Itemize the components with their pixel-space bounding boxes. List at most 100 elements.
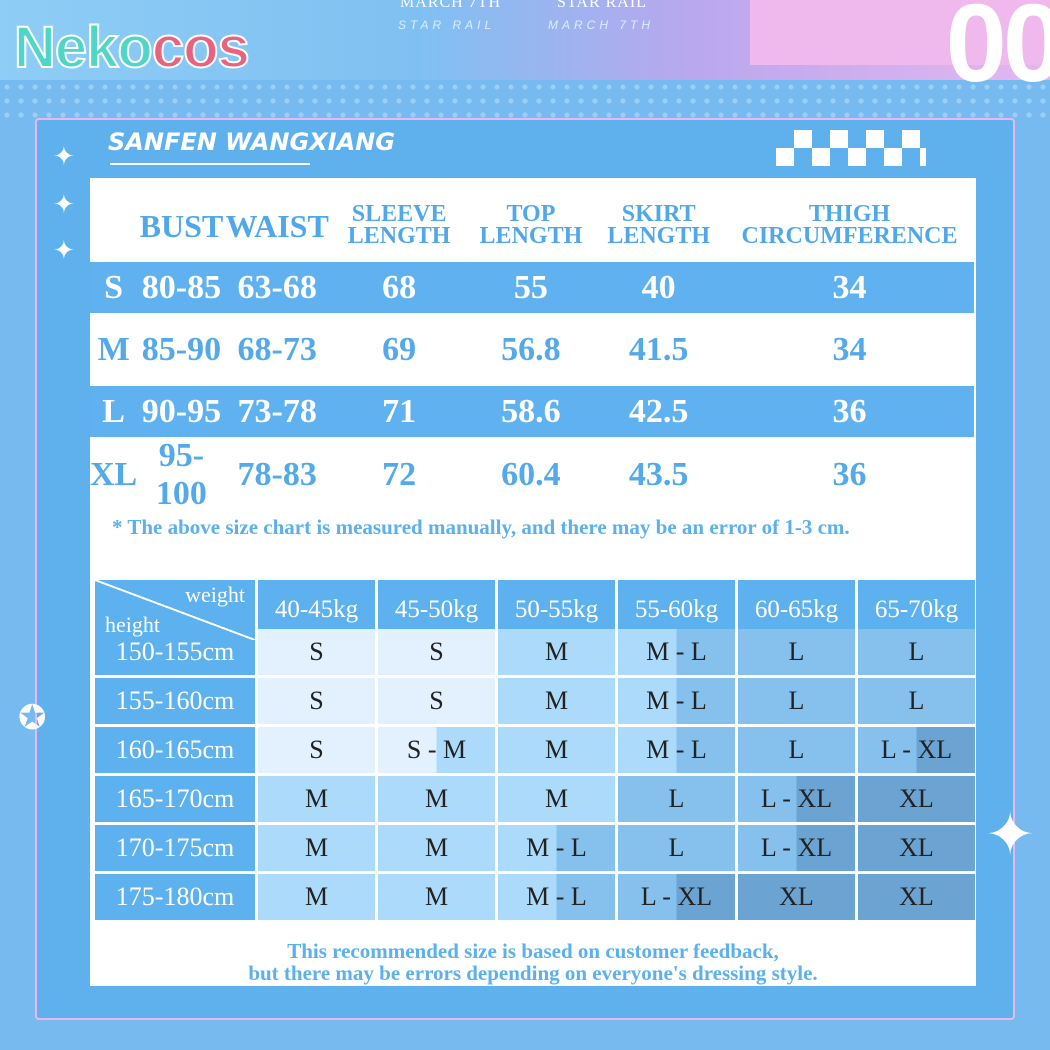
size-cell: L [738,727,855,773]
size-row: M 85-90 68-73 69 56.8 41.5 34 [90,313,974,386]
size-row: S 80-85 63-68 68 55 40 34 [90,262,974,313]
measurement-cell: 68 [328,262,470,313]
panel-title: SANFEN WANGXIANG [108,128,395,156]
column-header: THIGH CIRCUMFERENCE [741,201,958,249]
size-cell: S [258,678,375,724]
measurement-cell: 72 [382,456,417,493]
measurement-cell: 43.5 [628,456,689,493]
footer-line-2: but there may be errors depending on eve… [248,961,818,985]
measurement-cell: 34 [832,330,867,368]
size-cell: M [498,776,615,822]
column-header: SLEEVE LENGTH [347,201,451,249]
sparkle-icon: ✦ [985,802,1036,868]
title-underline [110,163,310,165]
size-cell: L [738,678,855,724]
size-cell: XL [738,874,855,920]
size-cell: L [858,678,975,724]
banner-subtitle-left: MARCH 7TH [400,0,502,11]
measurement-cell: 69 [382,330,417,368]
measurement-cell: 78-83 [237,456,317,493]
nekocos-logo: Nekocos [13,14,251,81]
measurement-cell: 56.8 [501,330,561,368]
recommendation-table: weight height 40-45kg 45-50kg 50-55kg 55-60… [95,580,975,920]
measurement-cell: 95-100 [155,437,207,512]
size-cell: M [258,874,375,920]
size-cell: XL [858,776,975,822]
size-cell: XL [858,874,975,920]
corner-header: weight height [95,580,255,640]
top-banner: 00 MARCH 7TH STAR RAIL STAR RAIL MARCH 7… [0,0,1050,105]
measurement-cell: 36 [725,386,974,437]
size-cell: L - XL [618,874,735,920]
dot-pattern [0,80,1050,120]
measurement-table: BUST WAIST SLEEVE LENGTH TOP LENGTH SKIRT LE… [90,190,974,513]
size-cell: M - L [498,825,615,871]
size-label: XL [90,456,138,493]
height-header: 160-165cm [95,727,255,773]
size-cell: M - L [618,727,735,773]
measurement-cell: 36 [832,456,867,493]
size-cell: M [498,629,615,675]
size-cell: S [378,629,495,675]
size-cell: M [498,727,615,773]
footer-line-1: This recommended size is based on custom… [287,939,779,963]
size-label: M [97,330,130,368]
measurement-cell: 40 [592,262,725,313]
size-cell: M - L [618,629,735,675]
size-cell: M [498,678,615,724]
sparkle-icon: ✦ [53,142,75,171]
size-cell: M [378,776,495,822]
size-label: S [90,262,138,313]
banner-caption-left: STAR RAIL [398,18,496,32]
footer-note: This recommended size is based on custom… [90,940,976,984]
size-cell: M - L [618,678,735,724]
size-cell: L [618,825,735,871]
star-badge-icon: ✪ [18,700,47,737]
height-header: 170-175cm [95,825,255,871]
column-header [90,190,137,262]
sparkle-icon: ✦ [53,236,75,265]
column-header: WAIST [225,207,329,244]
size-row: L 90-95 73-78 71 58.6 42.5 36 [90,386,974,437]
measurement-cell: 41.5 [628,330,689,368]
height-header: 175-180cm [95,874,255,920]
banner-caption-right: MARCH 7TH [548,18,655,32]
column-header: TOP LENGTH [479,201,583,249]
measurement-cell: 60.4 [501,456,561,493]
size-cell: L [618,776,735,822]
measurement-cell: 55 [469,262,593,313]
banner-pink-bar [750,0,1050,65]
banner-subtitle-right: STAR RAIL [557,0,647,11]
size-cell: L [858,629,975,675]
size-cell: M [258,825,375,871]
measurement-cell: 68-73 [237,330,317,368]
measurement-cell: 90-95 [137,386,226,437]
measurement-cell: 58.6 [469,386,593,437]
size-cell: S [258,629,375,675]
size-cell: L - XL [738,776,855,822]
measurement-cell: 63-68 [225,262,329,313]
column-header: SKIRT LENGTH [607,201,711,249]
measurement-cell: 42.5 [592,386,725,437]
measurement-cell: 80-85 [137,262,226,313]
size-cell: S - M [378,727,495,773]
weight-label: weight [185,582,245,607]
size-row: XL 95-100 78-83 72 60.4 43.5 36 [90,437,974,513]
size-cell: L - XL [858,727,975,773]
size-cell: M [378,825,495,871]
size-cell: M [378,874,495,920]
height-header: 165-170cm [95,776,255,822]
height-label: height [105,612,160,637]
measurement-cell: 34 [725,262,974,313]
size-cell: L [738,629,855,675]
sparkle-icon: ✦ [53,190,75,219]
size-cell: L - XL [738,825,855,871]
size-cell: S [378,678,495,724]
measurement-note: * The above size chart is measured manua… [112,515,850,539]
size-cell: M [258,776,375,822]
checker-decoration [776,130,926,166]
measurement-cell: 85-90 [141,330,222,368]
size-cell: XL [858,825,975,871]
column-header: BUST [139,207,224,244]
size-label: L [90,386,138,437]
